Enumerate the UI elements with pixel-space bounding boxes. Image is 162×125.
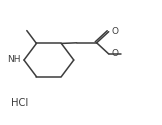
Text: O: O	[112, 27, 119, 36]
Text: HCl: HCl	[11, 98, 28, 108]
Text: NH: NH	[7, 55, 20, 64]
Text: O: O	[112, 50, 119, 58]
